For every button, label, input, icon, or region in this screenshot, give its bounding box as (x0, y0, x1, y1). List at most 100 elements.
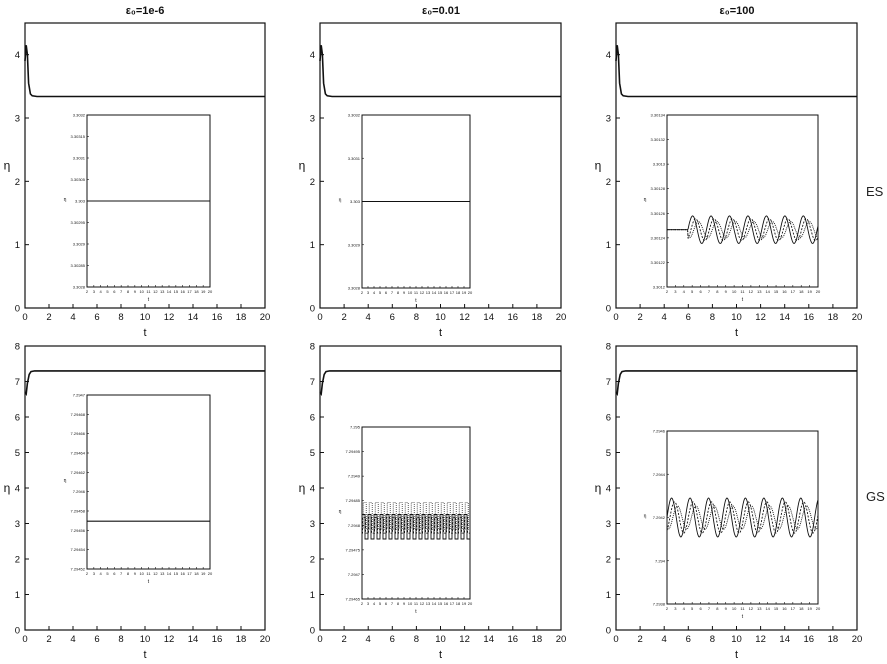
inset-x-tick-label: 18 (799, 606, 804, 611)
inset-x-tick-label: 3 (674, 289, 677, 294)
inset-x-tick-label: 16 (782, 289, 787, 294)
x-tick-label: 0 (317, 634, 322, 645)
y-tick-label: 0 (310, 626, 315, 637)
y-tick-label: 8 (15, 342, 20, 353)
y-tick-label: 7 (310, 377, 315, 388)
inset-x-tick-label: 20 (208, 571, 213, 576)
x-tick-label: 18 (828, 634, 839, 645)
inset-y-tick-label: 3.3031 (348, 156, 361, 161)
inset-x-tick-label: 9 (134, 571, 137, 576)
inset-x-tick-label: 3 (367, 601, 370, 606)
inset-x-tick-label: 7 (391, 290, 394, 295)
inset-x-tick-label: 16 (180, 571, 185, 576)
inset-x-tick-label: 4 (683, 606, 686, 611)
x-tick-label: 0 (613, 312, 618, 323)
inset-x-tick-label: 7 (708, 289, 711, 294)
inset-x-axis-label: t (742, 614, 744, 620)
inset-x-tick-label: 14 (167, 289, 172, 294)
inset-x-tick-label: 12 (749, 606, 754, 611)
y-tick-label: 7 (15, 377, 20, 388)
inset-series-line (666, 501, 819, 534)
inset-x-tick-label: 8 (397, 290, 400, 295)
y-tick-label: 5 (606, 448, 611, 459)
inset-x-tick-label: 2 (361, 601, 364, 606)
inset-x-tick-label: 5 (379, 601, 382, 606)
inset-x-tick-label: 6 (385, 290, 388, 295)
x-tick-label: 10 (731, 312, 742, 323)
inset-x-tick-label: 17 (791, 606, 796, 611)
inset-y-tick-label: 3.30315 (71, 134, 86, 139)
inset-x-tick-label: 14 (765, 606, 770, 611)
inset-y-axis-label: η (64, 478, 67, 484)
inset-y-tick-label: 7.2947 (348, 572, 361, 577)
inset-series-line (667, 220, 819, 239)
column-title: ε₀=100 (720, 5, 755, 17)
x-tick-label: 2 (46, 634, 51, 645)
inset-x-tick-label: 6 (113, 571, 116, 576)
x-tick-label: 16 (212, 634, 223, 645)
inset-x-tick-label: 7 (120, 571, 123, 576)
inset-x-tick-label: 5 (106, 571, 109, 576)
y-axis-label: η (299, 159, 306, 173)
x-tick-label: 2 (46, 312, 51, 323)
inset-x-tick-label: 11 (146, 289, 151, 294)
inset-x-tick-label: 12 (420, 601, 425, 606)
inset-y-tick-label: 7.29495 (346, 449, 361, 454)
inset-series-line (667, 215, 819, 244)
inset-x-tick-label: 15 (438, 290, 443, 295)
inset-x-tick-label: 19 (201, 571, 206, 576)
inset-x-tick-label: 20 (816, 606, 821, 611)
inset-y-tick-label: 7.294 (655, 558, 666, 563)
inset-x-axis-label: t (415, 609, 417, 615)
inset-x-tick-label: 19 (807, 289, 812, 294)
inset-x-tick-label: 16 (444, 290, 449, 295)
inset-x-tick-label: 18 (194, 571, 199, 576)
inset-y-axis-label: η (644, 197, 647, 203)
y-tick-label: 2 (15, 555, 20, 566)
inset-x-tick-label: 17 (791, 289, 796, 294)
inset-x-tick-label: 3 (93, 571, 96, 576)
inset-x-tick-label: 13 (757, 289, 762, 294)
x-tick-label: 10 (140, 312, 151, 323)
inset-x-axis-label: t (742, 297, 744, 303)
inset-y-axis-label: η (339, 198, 342, 204)
x-tick-label: 14 (188, 312, 199, 323)
inset-x-tick-label: 8 (397, 601, 400, 606)
inset-y-tick-label: 7.2938 (653, 602, 666, 607)
inset-y-tick-label: 7.29454 (71, 547, 86, 552)
y-tick-label: 0 (15, 304, 20, 315)
x-tick-label: 18 (532, 634, 543, 645)
inset-x-tick-label: 17 (450, 601, 455, 606)
inset-y-tick-label: 7.295 (350, 425, 361, 430)
x-tick-label: 6 (94, 312, 99, 323)
x-tick-label: 10 (435, 312, 446, 323)
x-tick-label: 6 (94, 634, 99, 645)
x-tick-label: 0 (22, 634, 27, 645)
x-tick-label: 14 (483, 312, 494, 323)
inset-y-tick-label: 7.29458 (71, 509, 86, 514)
inset-x-tick-label: 3 (674, 606, 677, 611)
y-tick-label: 2 (606, 555, 611, 566)
inset-x-tick-label: 2 (361, 290, 364, 295)
inset-y-tick-label: 3.3028 (348, 286, 361, 291)
inset-x-tick-label: 16 (180, 289, 185, 294)
x-tick-label: 20 (556, 634, 567, 645)
x-tick-label: 2 (341, 634, 346, 645)
inset-x-tick-label: 8 (716, 289, 719, 294)
inset-x-tick-label: 11 (740, 289, 745, 294)
inset-x-tick-label: 19 (462, 601, 467, 606)
inset-x-tick-label: 17 (187, 571, 192, 576)
inset-x-tick-label: 19 (807, 606, 812, 611)
y-tick-label: 1 (606, 240, 611, 251)
column-title: ε₀=0.01 (422, 5, 460, 17)
inset-y-tick-label: 7.29456 (71, 528, 86, 533)
x-tick-label: 16 (804, 312, 815, 323)
main-series-line (24, 45, 265, 98)
x-tick-label: 16 (508, 634, 519, 645)
inset-x-tick-label: 13 (160, 289, 165, 294)
x-tick-label: 10 (435, 634, 446, 645)
inset-x-tick-label: 10 (732, 606, 737, 611)
inset-y-tick-label: 3.30128 (651, 186, 666, 191)
inset-x-tick-label: 10 (732, 289, 737, 294)
x-tick-label: 4 (366, 312, 371, 323)
